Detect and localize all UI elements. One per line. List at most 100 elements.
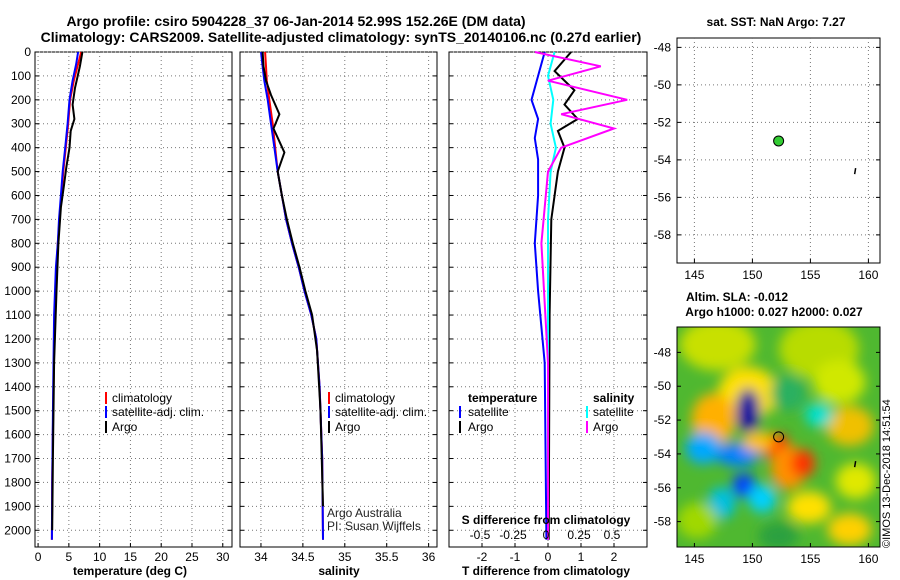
top-tick-label: -0.25 <box>499 528 527 542</box>
top-tick-label: -0.5 <box>470 528 491 542</box>
x-tick-label: 36 <box>422 550 436 564</box>
y-tick-label: 1300 <box>4 356 31 370</box>
temperature-legend: climatology satellite-adj. clim. Argo <box>105 391 204 434</box>
sla-map-title: Altim. SLA: -0.012 <box>686 290 788 304</box>
series-t-satellite-line <box>530 51 548 540</box>
y-tick-label: 900 <box>11 260 31 274</box>
figure-title-line1: Argo profile: csiro 5904228_37 06-Jan-20… <box>66 13 525 29</box>
sla-anomaly-blob <box>835 463 876 499</box>
sla-anomaly-blob <box>679 327 756 371</box>
lon-tick-label: 155 <box>800 268 820 282</box>
sst-map-title: sat. SST: NaN Argo: 7.27 <box>707 15 846 29</box>
y-tick-label: 1000 <box>4 284 31 298</box>
y-tick-label: 500 <box>11 165 31 179</box>
series-satellite-adj-clim--line <box>260 51 324 540</box>
legend-satellite-label: satellite-adj. clim. <box>112 405 204 419</box>
diff-top-axis-label: S difference from climatology <box>462 513 631 527</box>
sst-map-panel: -48 -50 -52 -54 -56 -58 145 150 155 160 <box>654 37 881 282</box>
y-tick-label: 200 <box>11 93 31 107</box>
lon-tick-label: 160 <box>858 552 878 566</box>
float-position-marker <box>773 431 785 443</box>
x-tick-label: -1 <box>510 550 521 564</box>
y-tick-label: 1700 <box>4 452 31 466</box>
legend-sal-argo-label: Argo <box>593 420 619 434</box>
series-s-argo-line <box>534 51 628 540</box>
y-tick-label: 100 <box>11 69 31 83</box>
island-mark <box>853 460 857 468</box>
map-frame <box>676 37 881 264</box>
sla-anomaly-blob <box>827 513 872 546</box>
sla-anomaly-blob <box>731 473 756 498</box>
x-tick-label: 0 <box>545 550 552 564</box>
x-tick-label: 1 <box>578 550 585 564</box>
legend-satellite-label: satellite-adj. clim. <box>335 405 427 419</box>
lat-tick-label: -52 <box>654 413 672 427</box>
lon-tick-label: 160 <box>858 268 878 282</box>
x-tick-label: 30 <box>216 550 230 564</box>
legend-argo-label: Argo <box>112 420 138 434</box>
series-argo-line <box>51 51 84 531</box>
lat-tick-label: -56 <box>654 481 672 495</box>
sla-anomaly-blob <box>786 491 831 524</box>
difference-panel: -2 -1 0 1 2 <box>448 51 648 564</box>
x-tick-label: 25 <box>185 550 199 564</box>
map-frame <box>676 326 881 548</box>
top-tick-label: 0.25 <box>567 528 591 542</box>
y-tick-label: 300 <box>11 117 31 131</box>
float-position-marker <box>773 135 785 147</box>
legend-argo-label: Argo <box>468 420 494 434</box>
sla-anomaly-blob <box>677 502 718 539</box>
top-tick-label: 0.5 <box>604 528 621 542</box>
y-tick-label: 700 <box>11 212 31 226</box>
lat-tick-label: -52 <box>654 115 672 129</box>
series-climatology-line <box>264 51 324 540</box>
plot-frame <box>34 51 233 548</box>
x-tick-label: 0 <box>35 550 42 564</box>
legend-satellite-label: satellite <box>468 405 509 419</box>
x-tick-label: -2 <box>477 550 488 564</box>
series-argo-line <box>261 51 324 507</box>
y-tick-label: 1800 <box>4 475 31 489</box>
sla-anomaly-blob <box>813 360 866 404</box>
lat-tick-label: -56 <box>654 190 672 204</box>
lon-tick-label: 150 <box>742 552 762 566</box>
x-tick-label: 10 <box>93 550 107 564</box>
y-tick-label: 400 <box>11 141 31 155</box>
sla-anomaly-blob <box>825 406 874 446</box>
sla-anomaly-blob <box>805 403 834 427</box>
y-tick-label: 1500 <box>4 404 31 418</box>
figure-title-line2: Climatology: CARS2009. Satellite-adjuste… <box>41 29 642 45</box>
top-tick-label: 0 <box>543 528 550 542</box>
sla-anomaly-blob <box>685 432 722 464</box>
lat-tick-label: -48 <box>654 40 672 54</box>
temperature-x-label: temperature (deg C) <box>73 564 187 578</box>
x-tick-label: 34 <box>254 550 268 564</box>
temperature-panel: 0100200300400500600700800900100011001200… <box>4 45 233 564</box>
legend-temperature-heading: temperature <box>468 391 538 405</box>
sla-map-subtitle: Argo h1000: 0.027 h2000: 0.027 <box>685 305 863 319</box>
sla-anomaly-blob <box>742 431 775 452</box>
legend-sal-satellite-label: satellite <box>593 405 634 419</box>
lat-tick-label: -48 <box>654 345 672 359</box>
credit-pi-name: PI: Susan Wijffels <box>327 519 421 533</box>
y-tick-label: 600 <box>11 188 31 202</box>
x-tick-label: 5 <box>66 550 73 564</box>
island-mark <box>853 168 857 175</box>
diff-x-label: T difference from climatology <box>462 564 630 578</box>
x-tick-label: 35.5 <box>375 550 399 564</box>
lat-tick-label: -54 <box>654 447 672 461</box>
sla-anomaly-blob <box>770 375 807 411</box>
legend-climatology-label: climatology <box>335 391 395 405</box>
sla-anomaly-blob <box>736 388 761 433</box>
x-tick-label: 35 <box>338 550 352 564</box>
y-tick-label: 800 <box>11 236 31 250</box>
sla-anomaly-blob <box>758 522 799 547</box>
lat-tick-label: -50 <box>654 379 672 393</box>
y-tick-label: 1200 <box>4 332 31 346</box>
legend-climatology-label: climatology <box>112 391 172 405</box>
plot-frame <box>239 51 438 548</box>
credit-argo-australia: Argo Australia <box>327 506 402 520</box>
lat-tick-label: -54 <box>654 153 672 167</box>
y-tick-label: 1900 <box>4 499 31 513</box>
